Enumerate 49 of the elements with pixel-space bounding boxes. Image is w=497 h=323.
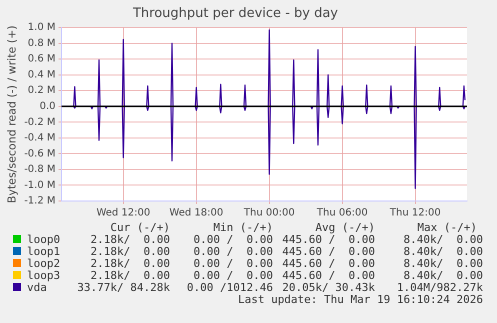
text: 0.00 / 0.00 [194, 269, 273, 282]
text: 20.05k/ 30.43k [282, 281, 375, 294]
text: Last update: Thu Mar 19 16:10:24 2026 [238, 293, 483, 306]
x-tick-label: Wed 12:00 [96, 208, 150, 219]
text: 8.40k/ 0.00 [404, 257, 483, 270]
text: 1.04M/982.27k [396, 281, 483, 294]
text: 8.40k/ 0.00 [404, 233, 483, 246]
y-tick-label: 1.0 M [28, 22, 56, 34]
text: 0.00 / 0.00 [194, 257, 273, 270]
y-tick-label: 0.4 M [28, 69, 56, 80]
y-axis-title: Bytes/second read (-) / write (+) [5, 25, 18, 204]
text: 2.18k/ 0.00 [90, 257, 170, 270]
y-tick-label: -1.0 M [24, 180, 56, 191]
y-tick-label: -0.6 M [24, 148, 56, 160]
x-tick-label: Thu 12:00 [388, 208, 441, 219]
text: 2.18k/ 0.00 [90, 245, 170, 258]
x-tick-label: Wed 18:00 [169, 208, 224, 219]
y-tick-label: -0.4 M [24, 132, 56, 144]
y-tick-label: 0.0 [40, 101, 56, 112]
text: 8.40k/ 0.00 [404, 269, 483, 282]
legend-label: loop0 [27, 233, 60, 246]
legend-label: vda [27, 281, 47, 294]
text: 8.40k/ 0.00 [404, 245, 483, 258]
text: Avg (-/+) [315, 221, 375, 234]
text: 33.77k/ 84.28k [77, 281, 170, 294]
y-tick-label: -0.8 M [24, 164, 56, 176]
x-tick-label: Thu 06:00 [316, 208, 368, 219]
y-tick-label: 0.8 M [28, 38, 56, 49]
text: Cur (-/+) [110, 221, 170, 234]
legend-label: loop2 [27, 257, 60, 270]
text: 445.60 / 0.00 [282, 257, 375, 270]
text: 2.18k/ 0.00 [90, 269, 170, 282]
text: 0.00 /1012.46 [186, 281, 273, 294]
text: 0.00 / 0.00 [194, 245, 273, 258]
text: Max (-/+) [417, 221, 477, 234]
text: 445.60 / 0.00 [282, 245, 375, 258]
y-tick-label: -1.2 M [24, 196, 56, 207]
x-tick-label: Thu 00:00 [242, 208, 295, 219]
text: 445.60 / 0.00 [282, 269, 375, 282]
legend-label: loop1 [27, 245, 60, 258]
text: 445.60 / 0.00 [282, 233, 375, 246]
y-tick-label: 0.2 M [28, 85, 56, 96]
y-tick-label: -0.2 M [24, 116, 56, 128]
legend-label: loop3 [27, 269, 60, 282]
chart-title: Throughput per device - by day [132, 6, 338, 22]
text: 2.18k/ 0.00 [90, 233, 170, 246]
text: 0.00 / 0.00 [194, 233, 273, 246]
y-tick-label: 0.6 M [28, 54, 56, 65]
text: Min (-/+) [213, 221, 273, 234]
